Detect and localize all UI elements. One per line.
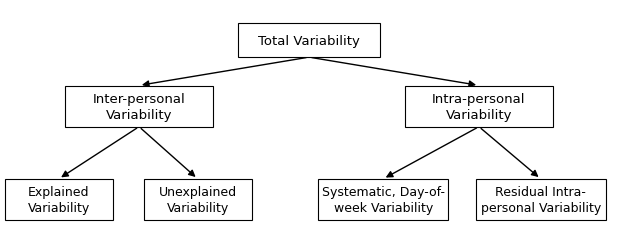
- FancyBboxPatch shape: [5, 179, 112, 220]
- Text: Total Variability: Total Variability: [258, 34, 360, 47]
- FancyBboxPatch shape: [238, 24, 380, 58]
- Text: Unexplained
Variability: Unexplained Variability: [159, 185, 237, 214]
- Text: Residual Intra-
personal Variability: Residual Intra- personal Variability: [481, 185, 601, 214]
- FancyBboxPatch shape: [476, 179, 606, 220]
- Text: Explained
Variability: Explained Variability: [28, 185, 90, 214]
- FancyBboxPatch shape: [318, 179, 448, 220]
- Text: Intra-personal
Variability: Intra-personal Variability: [432, 92, 526, 121]
- FancyBboxPatch shape: [405, 86, 553, 127]
- FancyBboxPatch shape: [65, 86, 213, 127]
- Text: Systematic, Day-of-
week Variability: Systematic, Day-of- week Variability: [321, 185, 445, 214]
- Text: Inter-personal
Variability: Inter-personal Variability: [93, 92, 185, 121]
- FancyBboxPatch shape: [143, 179, 252, 220]
